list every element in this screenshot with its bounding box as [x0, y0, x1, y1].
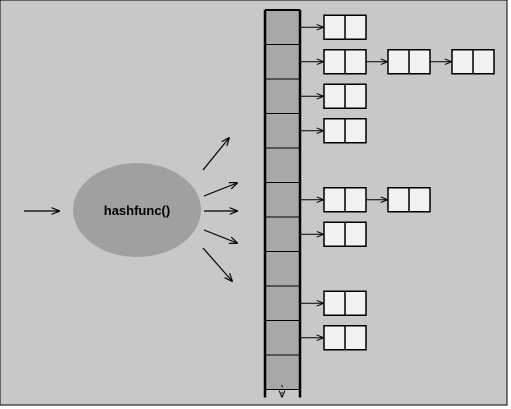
bucket-chains — [301, 14, 495, 351]
bucket-cell — [264, 44, 301, 80]
bucket-cell — [264, 78, 301, 114]
output-arrow-5 — [202, 247, 232, 281]
bucket-cell — [264, 216, 301, 252]
bucket-array — [263, 9, 302, 398]
hash-output-arrows — [202, 138, 237, 281]
bucket-cell — [264, 285, 301, 321]
output-arrow-2 — [203, 183, 237, 197]
bucket-cell — [264, 251, 301, 287]
bucket-cell — [264, 182, 301, 218]
hash-function-label: hashfunc() — [104, 203, 170, 218]
bucket-cell — [264, 9, 301, 45]
bucket-cell — [264, 113, 301, 149]
output-arrow-4 — [203, 229, 237, 243]
bucket-cell — [264, 320, 301, 356]
output-arrow-1 — [202, 138, 229, 171]
bucket-cell — [264, 147, 301, 183]
bucket-cell — [264, 354, 301, 390]
hash-function-ellipse — [73, 163, 201, 257]
